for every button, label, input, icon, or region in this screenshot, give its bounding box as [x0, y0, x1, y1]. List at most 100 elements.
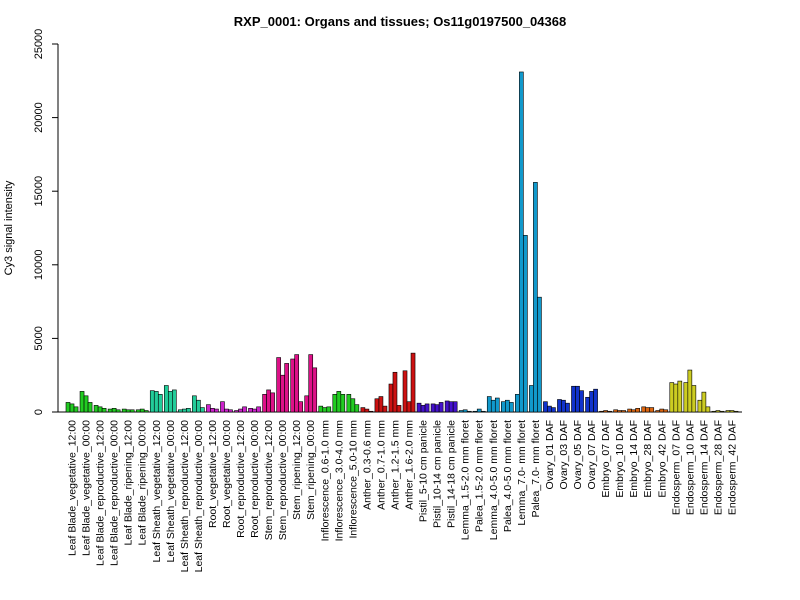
bar [523, 235, 528, 413]
bar [350, 398, 356, 413]
bar [589, 391, 594, 413]
bar [149, 390, 155, 413]
y-axis-label: Cy3 signal intensity [3, 180, 15, 275]
bar [396, 405, 402, 413]
category-label: Stem_ripening_12:00 [291, 420, 303, 520]
bar [336, 391, 342, 413]
bar [537, 296, 542, 413]
bar [312, 367, 318, 413]
category-label: Pistil_5-10 cm panicle [418, 420, 430, 522]
bar [729, 410, 735, 413]
bar [719, 410, 725, 413]
bar [725, 410, 731, 413]
category-label: Palea_1.5-2.0 mm floret [474, 420, 486, 532]
bar [266, 389, 271, 413]
bar [290, 358, 295, 413]
bar [284, 363, 289, 413]
category-label: Leaf Blade_vegetative_12:00 [67, 420, 79, 556]
bar [733, 410, 739, 413]
bar [529, 385, 534, 413]
bar [579, 390, 584, 413]
bar [210, 408, 215, 413]
bar [69, 403, 75, 413]
category-label: Root_vegetative_12:00 [207, 420, 219, 528]
bar [360, 407, 366, 413]
bar [93, 405, 99, 413]
bar [378, 396, 384, 413]
category-label: Lemma_1.5-2.0 mm floret [460, 420, 472, 540]
bar [276, 357, 281, 413]
bar [298, 401, 304, 413]
category-label: Anther_1.6-2.0 mm [404, 420, 416, 510]
bar [308, 354, 314, 413]
category-label: Inflorescence_0.6-1.0 mm [319, 420, 331, 542]
bar [121, 408, 127, 413]
y-tick-label: 25000 [33, 29, 45, 60]
bar [111, 408, 117, 413]
bar [214, 408, 219, 413]
bar [430, 403, 436, 413]
category-label: Lemma_7.0- mm floret [516, 420, 528, 526]
bar [438, 402, 444, 413]
bar [691, 385, 697, 413]
bar [701, 391, 707, 413]
category-label: Stem_reproductive_12:00 [263, 420, 275, 540]
y-tick-label: 15000 [33, 176, 45, 207]
bar [683, 382, 689, 413]
bar [420, 405, 426, 413]
bar [543, 401, 548, 413]
bar [466, 410, 472, 413]
category-label: Ovary_01 DAF [544, 420, 556, 489]
bar [172, 389, 177, 413]
category-label: Leaf Sheath_vegetative_12:00 [151, 420, 163, 563]
category-label: Palea_7.0- mm floret [530, 420, 542, 518]
category-label: Leaf Blade_ripening_00:00 [137, 420, 149, 546]
bar [65, 402, 71, 413]
bar [663, 409, 669, 413]
bar [434, 404, 440, 413]
bar [631, 409, 636, 413]
bar [364, 408, 370, 413]
bar [374, 398, 380, 413]
category-label: Leaf Blade_vegetative_00:00 [81, 420, 93, 556]
category-label: Anther_0.7-1.0 mm [375, 420, 387, 510]
y-tick-label: 0 [33, 409, 45, 415]
category-label: Embryo_07 DAF [600, 420, 612, 498]
category-labels-group: Leaf Blade_vegetative_12:00 Leaf Blade_ve… [67, 420, 739, 573]
category-label: Embryo_28 DAF [642, 420, 654, 498]
category-label: Endosperm_10 DAF [684, 420, 696, 515]
bar [533, 182, 538, 413]
bar [480, 410, 486, 413]
y-axis: 0 5000 10000 15000 20000 25000 [33, 29, 59, 415]
bar [196, 399, 201, 413]
bar [322, 407, 328, 413]
bar [655, 410, 661, 413]
bar [186, 408, 191, 413]
bar [200, 407, 205, 413]
bar [168, 391, 173, 413]
category-label: Leaf Blade_reproductive_00:00 [109, 420, 121, 566]
bar [382, 405, 388, 413]
bar [627, 408, 632, 413]
y-tick-label: 5000 [33, 326, 45, 350]
bar [494, 397, 500, 413]
bar [97, 406, 103, 413]
bar [500, 401, 506, 413]
bar [304, 395, 310, 413]
bar [649, 407, 655, 413]
bar [547, 405, 552, 413]
bar [711, 410, 717, 413]
bar [687, 369, 693, 413]
bar [424, 403, 430, 413]
bar [705, 406, 711, 413]
bar [238, 408, 243, 413]
bar [115, 409, 121, 413]
bar [402, 370, 408, 413]
bar [621, 410, 626, 413]
bar [571, 385, 576, 413]
category-label: Stem_reproductive_00:00 [277, 420, 289, 540]
bar [557, 399, 562, 413]
bar [262, 394, 267, 413]
category-label: Root_vegetative_00:00 [221, 420, 233, 528]
